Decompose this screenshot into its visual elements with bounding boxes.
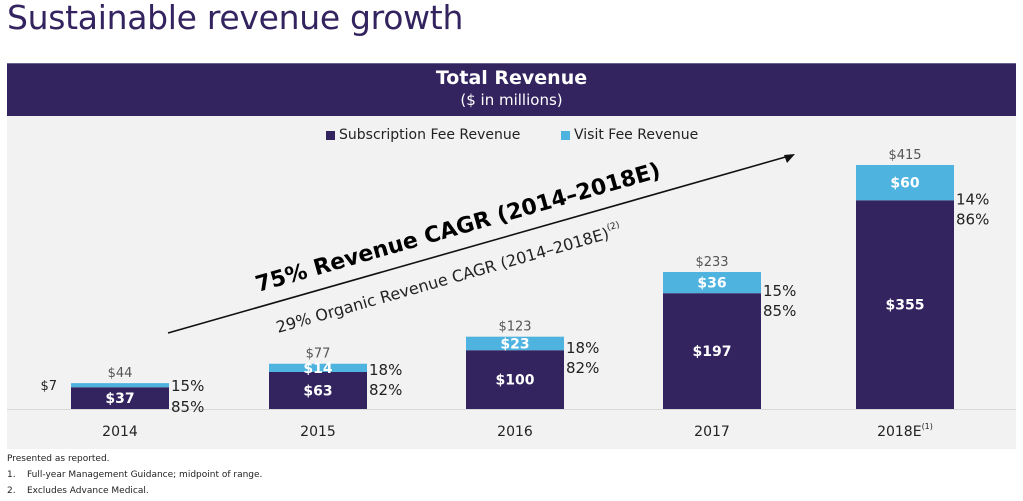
bar-label-subscription-2014: $37 bbox=[105, 391, 134, 407]
annotation-organic-cagr-superscript: (2) bbox=[606, 220, 621, 233]
footnote-1-text: Full-year Management Guidance; midpoint … bbox=[27, 470, 263, 480]
bar-label-visit-2015: $14 bbox=[303, 361, 332, 377]
chart-title: Total Revenue bbox=[435, 67, 588, 89]
share-label-subscription-2014: 85% bbox=[171, 398, 204, 416]
legend-item-visit: Visit Fee Revenue bbox=[561, 127, 698, 143]
x-tick-label-2015: 2015 bbox=[300, 424, 336, 440]
bar-label-visit-2016: $23 bbox=[500, 336, 529, 352]
bar-label-visit-2017: $36 bbox=[697, 276, 726, 292]
legend-label-visit: Visit Fee Revenue bbox=[574, 127, 699, 143]
share-label-visit-2015: 18% bbox=[369, 361, 402, 379]
share-label-visit-2014: 15% bbox=[171, 377, 204, 395]
total-label-2014: $44 bbox=[108, 366, 133, 381]
x-tick-superscript-2018E: (1) bbox=[922, 422, 933, 431]
total-label-2018E: $415 bbox=[888, 148, 921, 163]
bar-visit-2018E bbox=[856, 165, 954, 201]
legend-swatch-subscription bbox=[326, 130, 335, 140]
total-label-2015: $77 bbox=[306, 347, 331, 362]
footnote-2-text: Excludes Advance Medical. bbox=[27, 486, 149, 496]
x-tick-label-2017: 2017 bbox=[694, 424, 730, 440]
bar-label-visit-2018E: $60 bbox=[890, 176, 919, 192]
bar-visit-2015 bbox=[269, 363, 367, 372]
legend-label-subscription: Subscription Fee Revenue bbox=[339, 127, 521, 143]
growth-arrow-line bbox=[167, 155, 790, 334]
x-tick-label-2016: 2016 bbox=[497, 424, 533, 440]
growth-arrow-head bbox=[784, 154, 795, 163]
footnote-1-number: 1. bbox=[7, 470, 16, 480]
footnote-1: 1. Full-year Management Guidance; midpoin… bbox=[7, 470, 262, 480]
share-label-visit-2018E: 14% bbox=[956, 190, 989, 208]
bar-subscription-2015 bbox=[269, 371, 367, 409]
legend-swatch-visit bbox=[561, 130, 570, 140]
bar-subscription-2017 bbox=[663, 293, 761, 409]
footnote-2-number: 2. bbox=[7, 486, 16, 496]
bar-label-subscription-2017: $197 bbox=[693, 344, 732, 360]
total-label-2016: $123 bbox=[498, 320, 531, 335]
bar-label-subscription-2016: $100 bbox=[496, 373, 535, 389]
total-label-2017: $233 bbox=[695, 255, 728, 270]
bar-visit-2014 bbox=[71, 383, 169, 388]
x-tick-label-2018E: 2018E(1) bbox=[877, 422, 933, 440]
page-title: Sustainable revenue growth bbox=[7, 0, 464, 37]
footnote-2: 2. Excludes Advance Medical. bbox=[7, 486, 149, 496]
share-label-subscription-2017: 85% bbox=[763, 302, 796, 320]
share-label-visit-2017: 15% bbox=[763, 282, 796, 300]
share-label-subscription-2015: 82% bbox=[369, 381, 402, 399]
bar-subscription-2016 bbox=[466, 350, 564, 409]
chart-header-band: Total Revenue ($ in millions) bbox=[7, 63, 1016, 116]
legend-item-subscription: Subscription Fee Revenue bbox=[326, 127, 520, 143]
bar-label-subscription-2018E: $355 bbox=[886, 298, 925, 314]
bar-subscription-2018E bbox=[856, 200, 954, 409]
footnote-intro: Presented as reported. bbox=[7, 454, 110, 464]
share-label-subscription-2016: 82% bbox=[566, 359, 599, 377]
bar-label-visit-2014: $7 bbox=[40, 379, 57, 394]
bar-subscription-2014 bbox=[71, 387, 169, 409]
share-label-visit-2016: 18% bbox=[566, 339, 599, 357]
share-label-subscription-2018E: 86% bbox=[956, 210, 989, 228]
x-tick-label-2014: 2014 bbox=[102, 424, 138, 440]
bar-visit-2017 bbox=[663, 272, 761, 294]
bar-visit-2016 bbox=[466, 336, 564, 351]
chart-subtitle: ($ in millions) bbox=[460, 91, 563, 109]
bar-label-subscription-2015: $63 bbox=[303, 383, 332, 399]
